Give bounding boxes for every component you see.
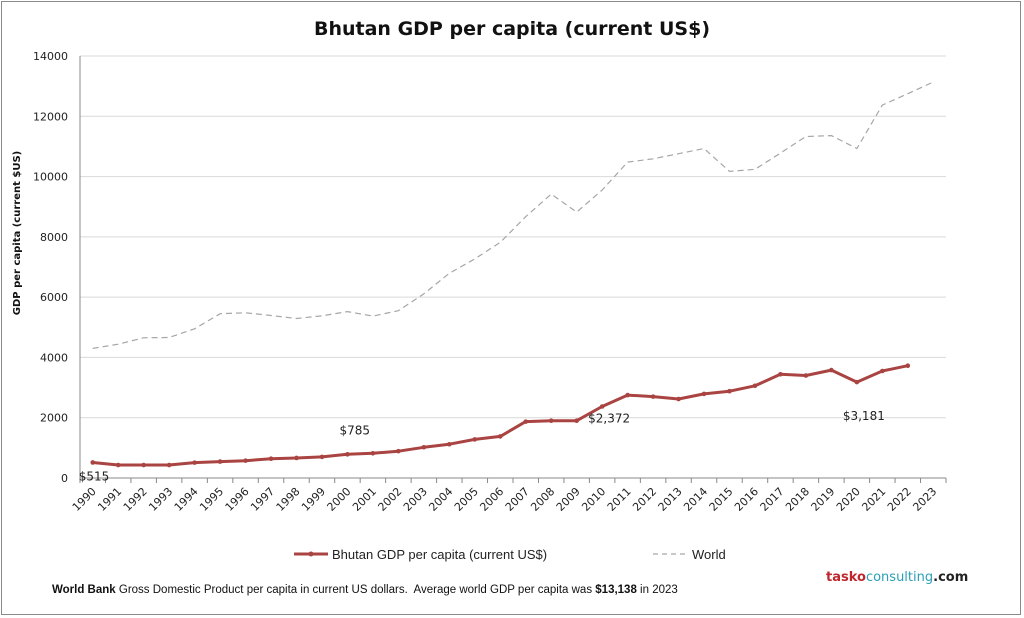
data-point-bhutan (421, 444, 427, 450)
data-point-bhutan (90, 460, 96, 465)
x-tick-label: 2019 (809, 485, 838, 514)
x-tick-label: 1992 (121, 485, 150, 514)
y-tick-label: 10000 (33, 171, 68, 184)
y-tick-label: 8000 (40, 231, 68, 244)
x-tick-label: 2020 (834, 485, 863, 514)
data-point-bhutan (752, 383, 758, 389)
data-point-bhutan (701, 391, 707, 397)
x-tick-label: 1998 (274, 485, 303, 514)
data-point-bhutan (574, 418, 579, 424)
data-point-bhutan (396, 448, 401, 454)
y-tick-label: 4000 (40, 351, 68, 364)
brand-part2: consulting (865, 570, 934, 585)
data-point-bhutan (447, 441, 452, 447)
x-tick-label: 1999 (299, 485, 328, 514)
x-tick-label: 2004 (426, 485, 455, 514)
x-tick-label: 1996 (223, 485, 252, 514)
x-tick-label: 2006 (477, 485, 506, 514)
data-point-bhutan (497, 434, 503, 439)
x-tick-label: 2003 (401, 485, 430, 514)
y-tick-label: 6000 (40, 291, 68, 304)
legend-marker-bhutan (308, 551, 314, 557)
data-point-bhutan (243, 458, 248, 463)
data-point-bhutan (676, 396, 681, 402)
data-point-bhutan (880, 368, 885, 374)
x-tick-label: 2005 (452, 485, 481, 514)
x-tick-label: 1997 (248, 485, 277, 514)
data-point-bhutan (294, 455, 299, 461)
y-axis-label: GDP per capita (current $US) (12, 151, 23, 315)
data-point-bhutan (599, 404, 605, 409)
data-point-bhutan (727, 388, 732, 394)
footer-highlight: $13,138 (595, 584, 637, 596)
data-point-bhutan (905, 363, 911, 369)
footer-text: Gross Domestic Product per capita in cur… (115, 584, 596, 596)
data-label: $2,372 (588, 412, 630, 426)
x-tick-label: 2002 (376, 485, 405, 514)
x-tick-label: 2009 (554, 485, 583, 514)
brand-part1: tasko (826, 570, 866, 585)
data-point-bhutan (166, 462, 172, 468)
x-tick-label: 1995 (197, 485, 226, 514)
x-tick-label: 2007 (503, 485, 532, 514)
data-point-bhutan (217, 459, 223, 464)
y-tick-label: 12000 (33, 110, 68, 123)
footer-note: World Bank Gross Domestic Product per ca… (52, 584, 678, 596)
data-point-bhutan (319, 454, 325, 460)
data-point-bhutan (803, 373, 809, 378)
chart-title: Bhutan GDP per capita (current US$) (314, 18, 710, 40)
footer-source: World Bank (52, 584, 116, 596)
data-label: $785 (339, 423, 370, 437)
data-point-bhutan (548, 418, 554, 424)
data-point-bhutan (370, 450, 376, 456)
data-label: $3,181 (843, 409, 885, 423)
data-point-bhutan (854, 379, 860, 385)
data-point-bhutan (472, 437, 478, 442)
brand-logo: taskoconsulting.com (826, 570, 968, 585)
data-point-bhutan (625, 392, 630, 398)
data-point-bhutan (192, 460, 197, 465)
x-tick-label: 2021 (859, 485, 888, 514)
legend-label-bhutan: Bhutan GDP per capita (current US$) (332, 547, 547, 562)
x-tick-label: 2000 (325, 485, 354, 514)
x-tick-label: 2018 (783, 485, 812, 514)
x-tick-label: 1994 (172, 485, 201, 514)
x-tick-label: 2015 (707, 485, 736, 514)
data-point-bhutan (523, 419, 529, 424)
x-tick-label: 1990 (70, 485, 99, 514)
data-label: $515 (79, 469, 110, 483)
legend-label-world: World (692, 547, 726, 562)
x-tick-label: 2017 (758, 485, 787, 514)
x-tick-label: 2008 (528, 485, 557, 514)
data-point-bhutan (829, 367, 834, 373)
x-tick-label: 2001 (350, 485, 379, 514)
x-tick-label: 2010 (579, 485, 608, 514)
data-point-bhutan (268, 456, 274, 462)
y-tick-label: 2000 (40, 412, 68, 425)
x-tick-label: 2013 (656, 485, 685, 514)
data-point-bhutan (778, 372, 783, 377)
x-tick-label: 2011 (605, 485, 634, 514)
y-tick-label: 0 (61, 472, 68, 485)
data-point-bhutan (345, 452, 350, 457)
x-tick-label: 2023 (910, 485, 939, 514)
x-tick-label: 1993 (146, 485, 175, 514)
data-point-bhutan (141, 462, 146, 468)
legend: Bhutan GDP per capita (current US$) Worl… (294, 547, 726, 562)
brand-part3: .com (933, 570, 969, 585)
x-tick-label: 2022 (885, 485, 914, 514)
data-point-bhutan (115, 462, 121, 468)
footer-suffix: in 2023 (636, 584, 678, 596)
x-tick-label: 2016 (732, 485, 761, 514)
y-tick-label: 14000 (33, 50, 68, 63)
x-tick-label: 2012 (630, 485, 659, 514)
data-point-bhutan (650, 394, 656, 399)
series-line-bhutan (92, 364, 909, 467)
x-tick-label: 2014 (681, 485, 710, 514)
x-tick-label: 1991 (95, 485, 124, 514)
series-line-world (92, 81, 934, 349)
